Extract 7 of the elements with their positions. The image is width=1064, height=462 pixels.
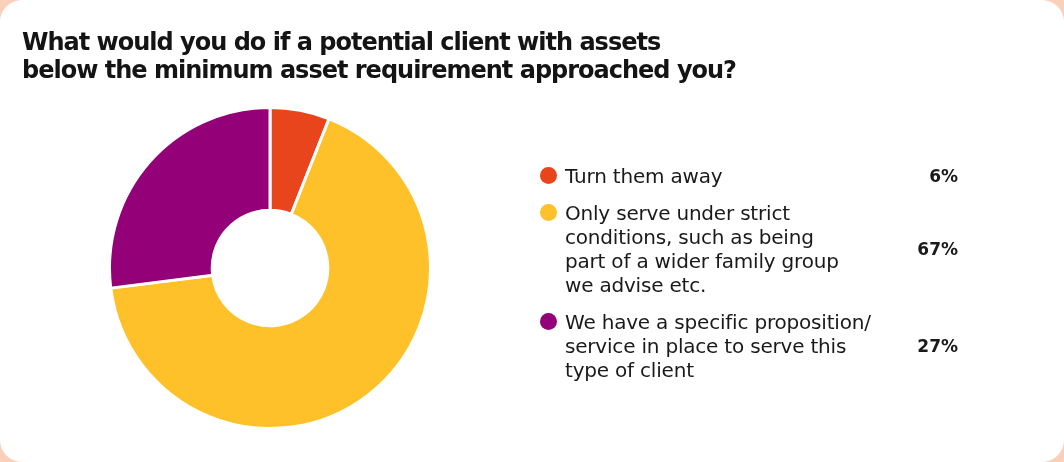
data-label: 6% (928, 165, 958, 188)
legend-label: We have a specific proposition/ service in place to serve this type of client (565, 310, 872, 382)
legend-label: Turn them away (565, 164, 724, 188)
data-label: 27% (916, 335, 958, 358)
legend-label: Only serve under strict conditions, such as being part of a wider family group we advise etc. (565, 201, 840, 297)
chart-title: What would you do if a potential client with assets below the minimum asset requirement approached you? (22, 28, 737, 84)
data-label: 67% (916, 238, 958, 261)
